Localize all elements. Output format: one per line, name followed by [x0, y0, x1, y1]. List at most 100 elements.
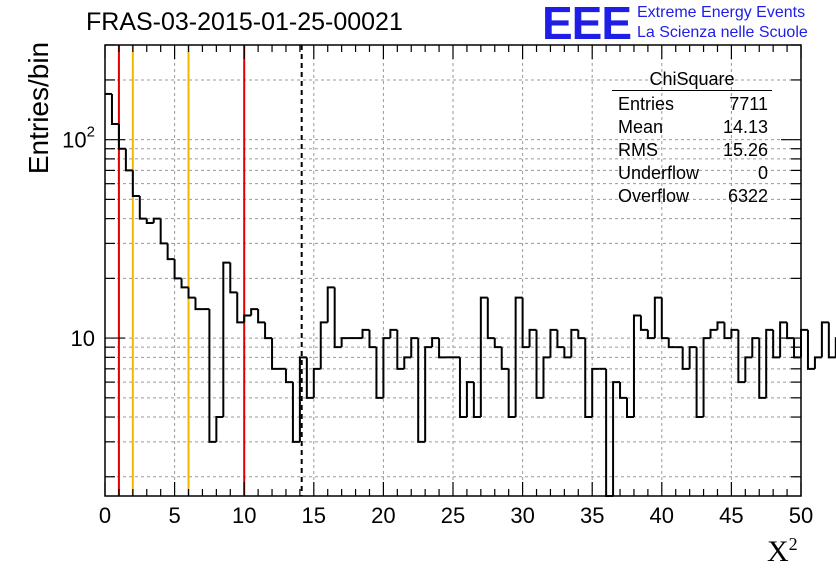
stats-value: 6322	[727, 186, 768, 206]
histogram-bin	[110, 93, 119, 125]
histogram-bin	[514, 296, 523, 418]
histogram-bin	[312, 367, 321, 398]
x-tick-label: 45	[719, 503, 743, 528]
histogram-bin	[138, 196, 147, 220]
x-tick-label: 50	[789, 503, 813, 528]
histogram-bin	[479, 296, 488, 418]
histogram-bin	[417, 338, 426, 443]
stats-label: Underflow	[618, 163, 700, 183]
stats-title: ChiSquare	[612, 68, 772, 91]
histogram-bin	[660, 297, 669, 340]
histogram-bin	[243, 314, 252, 323]
histogram-bin	[403, 356, 412, 369]
histogram-bin	[549, 328, 558, 358]
histogram-bin	[786, 322, 795, 340]
x-tick-label: 5	[168, 503, 180, 528]
x-axis-label-base: X	[767, 535, 789, 568]
histogram-bin	[744, 356, 753, 383]
histogram-bin	[229, 262, 238, 294]
histogram-bin	[264, 322, 273, 340]
stats-value: 15.26	[722, 140, 768, 160]
histogram-bin	[688, 346, 697, 369]
histogram-bin	[716, 321, 725, 330]
stats-row: RMS 15.26	[612, 139, 772, 162]
histogram-bin	[124, 148, 133, 172]
histogram-bin	[298, 356, 307, 442]
histogram-bin	[375, 347, 384, 399]
x-tick-label: 0	[99, 503, 111, 528]
histogram-bin	[236, 292, 245, 324]
page-title: FRAS-03-2015-01-25-00021	[86, 8, 403, 36]
histogram-bin	[486, 297, 495, 340]
histogram-bin	[827, 322, 836, 359]
histogram-bin	[813, 356, 822, 369]
histogram-bin	[758, 338, 767, 399]
histogram-bin	[653, 296, 662, 339]
histogram-bin	[619, 382, 627, 399]
stats-value: 0	[757, 163, 768, 183]
x-axis-label: X2	[767, 534, 798, 569]
histogram-bin	[779, 321, 788, 358]
stats-row: Overflow 6322	[612, 185, 772, 208]
histogram-bin	[772, 329, 781, 359]
histogram-bin	[382, 337, 391, 398]
histogram-bin	[145, 218, 154, 225]
histogram-bin	[639, 315, 648, 331]
y-axis-label: Entries/bin	[23, 41, 54, 175]
histogram-bin	[396, 329, 405, 370]
stats-row: Entries 7711	[612, 93, 772, 116]
histogram-bin	[521, 297, 530, 349]
histogram-bin	[751, 337, 760, 358]
stats-label: Mean	[618, 117, 664, 137]
eee-logo: EEE	[542, 0, 632, 49]
histogram-bin	[152, 217, 161, 224]
histogram-bin	[368, 329, 377, 349]
x-axis-label-sup: 2	[788, 534, 798, 554]
logo-line-1: Extreme Energy Events	[637, 4, 806, 21]
stats-box: ChiSquare Entries 7711 Mean 14.13 RMS 15.26…	[612, 68, 772, 208]
x-tick-label: 30	[510, 503, 534, 528]
histogram-bin	[493, 338, 502, 349]
histogram-bin	[208, 309, 217, 443]
histogram-bin	[723, 322, 732, 340]
histogram-bin	[507, 368, 516, 419]
histogram-bin	[737, 329, 746, 384]
histogram-bin	[820, 321, 829, 358]
x-tick-label: 10	[232, 503, 256, 528]
histogram-bin	[180, 278, 189, 289]
logo-line-2: La Scienza nelle Scuole	[637, 24, 808, 41]
histogram-bin	[458, 357, 467, 419]
histogram-bin	[284, 368, 293, 384]
histogram-bin	[465, 381, 474, 418]
histogram-bin	[695, 347, 704, 419]
histogram-bin	[431, 337, 440, 348]
stats-label: RMS	[618, 140, 658, 160]
histogram-bin	[326, 286, 335, 323]
histogram-bin	[765, 328, 774, 398]
histogram-bin	[702, 337, 711, 418]
histogram-bin	[800, 328, 808, 358]
x-tick-label: 35	[580, 503, 604, 528]
stats-value: 14.13	[722, 117, 768, 137]
x-tick-label: 40	[650, 503, 674, 528]
histogram-bin	[117, 123, 126, 150]
histogram-bin	[632, 314, 641, 418]
y-tick-label: 102	[62, 124, 95, 153]
histogram-bin	[250, 308, 259, 316]
histogram-bin	[626, 397, 634, 419]
histogram-bin	[591, 367, 600, 418]
histogram-bin	[681, 347, 690, 370]
histogram-bin	[194, 297, 203, 311]
histogram-bin	[389, 328, 398, 339]
stats-value: 7711	[729, 94, 768, 114]
histogram-bin	[131, 170, 140, 198]
histogram-bin	[187, 287, 196, 299]
histogram-bin	[166, 243, 175, 261]
stats-row: Mean 14.13	[612, 116, 772, 139]
histogram-bin	[340, 337, 349, 348]
histogram-bin	[305, 357, 314, 399]
histogram-bin	[612, 381, 621, 496]
histogram-bin	[291, 382, 300, 443]
y-tick-label: 10	[71, 326, 95, 351]
